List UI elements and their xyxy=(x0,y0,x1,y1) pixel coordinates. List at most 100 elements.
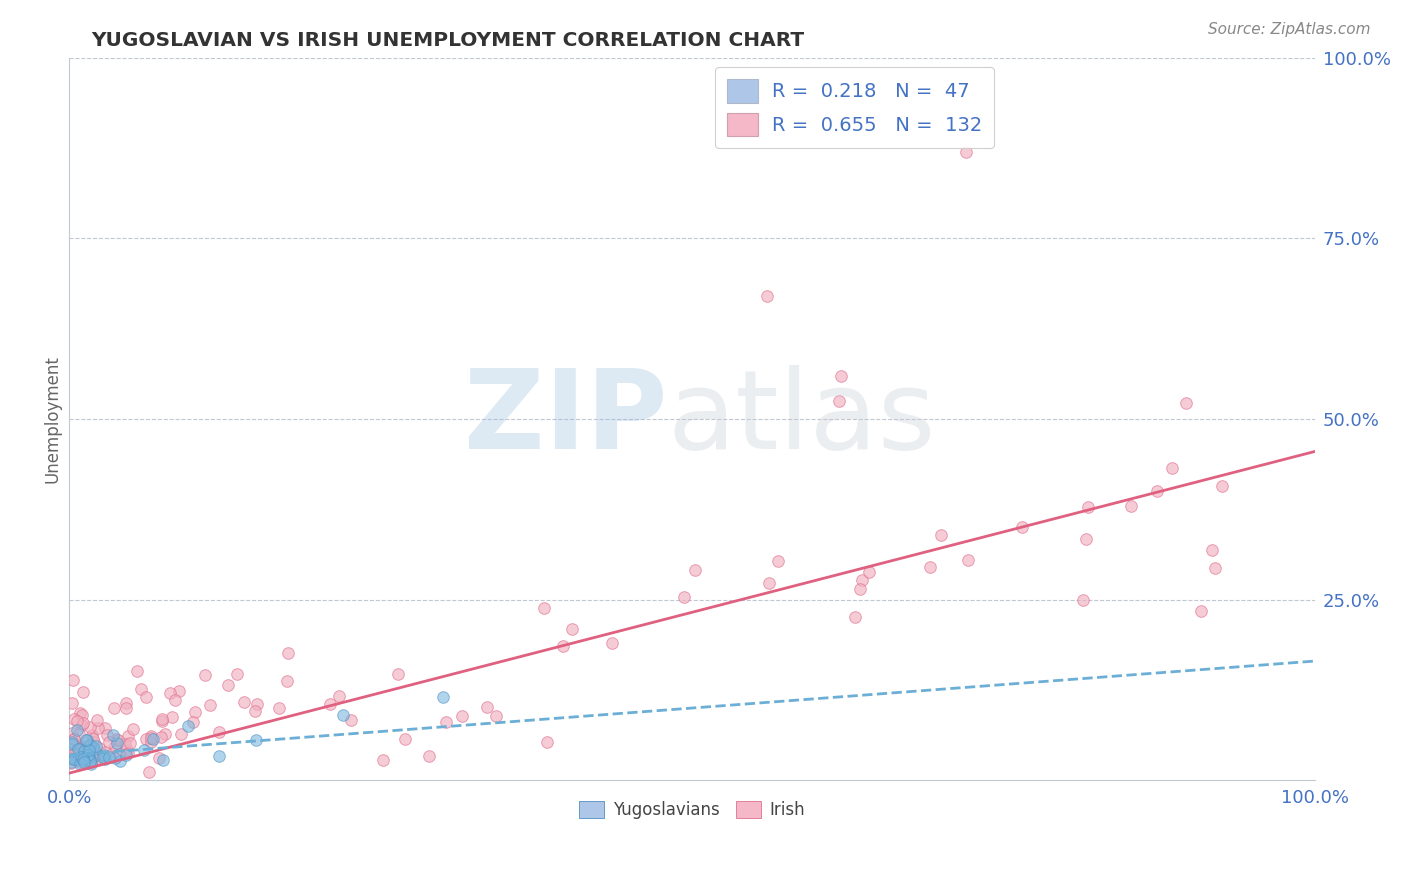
Point xyxy=(93,721,115,735)
Point xyxy=(177,719,200,733)
Point xyxy=(103,701,125,715)
Point xyxy=(77,753,100,767)
Point xyxy=(217,678,239,692)
Point xyxy=(148,751,170,765)
Point xyxy=(1201,543,1223,558)
Point xyxy=(108,754,131,768)
Point xyxy=(1189,604,1212,618)
Point xyxy=(434,714,457,729)
Point xyxy=(67,727,90,741)
Point xyxy=(80,756,103,771)
Point xyxy=(132,743,155,757)
Point xyxy=(225,667,247,681)
Point xyxy=(328,689,350,703)
Point xyxy=(73,756,96,770)
Point xyxy=(83,748,105,763)
Point xyxy=(276,673,298,688)
Point xyxy=(475,699,498,714)
Point xyxy=(1204,560,1226,574)
Point xyxy=(533,601,555,615)
Point xyxy=(117,746,139,760)
Point xyxy=(65,744,87,758)
Point xyxy=(94,752,117,766)
Point xyxy=(104,751,127,765)
Point xyxy=(858,565,880,579)
Text: atlas: atlas xyxy=(668,366,935,473)
Point xyxy=(70,748,93,763)
Point xyxy=(83,745,105,759)
Point xyxy=(114,737,136,751)
Point xyxy=(243,704,266,718)
Point xyxy=(957,553,980,567)
Point xyxy=(75,733,97,747)
Point xyxy=(59,756,82,770)
Point xyxy=(115,743,138,757)
Point xyxy=(72,715,94,730)
Point xyxy=(150,712,173,726)
Point xyxy=(59,756,82,770)
Point xyxy=(101,747,124,761)
Point xyxy=(536,735,558,749)
Point xyxy=(117,729,139,743)
Point xyxy=(76,733,98,747)
Point xyxy=(955,145,977,159)
Point xyxy=(73,744,96,758)
Point xyxy=(66,753,89,767)
Point xyxy=(94,745,117,759)
Point xyxy=(84,739,107,753)
Point xyxy=(70,739,93,754)
Point xyxy=(1211,478,1233,492)
Point xyxy=(150,714,173,728)
Point xyxy=(107,747,129,761)
Point xyxy=(87,721,110,735)
Point xyxy=(139,731,162,746)
Point xyxy=(162,710,184,724)
Point xyxy=(418,749,440,764)
Point xyxy=(80,743,103,757)
Point xyxy=(87,740,110,755)
Point xyxy=(332,708,354,723)
Point xyxy=(1074,533,1097,547)
Point xyxy=(59,751,82,765)
Point xyxy=(339,713,361,727)
Point xyxy=(77,743,100,757)
Point xyxy=(755,289,778,303)
Point xyxy=(432,690,454,705)
Point xyxy=(553,639,575,653)
Point xyxy=(120,736,142,750)
Point xyxy=(66,714,89,729)
Text: Source: ZipAtlas.com: Source: ZipAtlas.com xyxy=(1208,22,1371,37)
Point xyxy=(758,576,780,591)
Point xyxy=(233,695,256,709)
Point xyxy=(139,735,162,749)
Point xyxy=(89,748,111,763)
Point xyxy=(104,732,127,747)
Point xyxy=(82,747,104,762)
Point xyxy=(60,737,83,751)
Point xyxy=(67,740,90,755)
Point xyxy=(141,729,163,743)
Point xyxy=(80,755,103,769)
Point xyxy=(561,622,583,636)
Point xyxy=(80,751,103,765)
Point xyxy=(107,732,129,747)
Point xyxy=(848,582,870,596)
Point xyxy=(86,750,108,764)
Point xyxy=(79,720,101,734)
Point xyxy=(1011,520,1033,534)
Point xyxy=(485,709,508,723)
Text: ZIP: ZIP xyxy=(464,366,668,473)
Point xyxy=(135,690,157,704)
Point xyxy=(96,728,118,742)
Point xyxy=(70,750,93,764)
Text: YUGOSLAVIAN VS IRISH UNEMPLOYMENT CORRELATION CHART: YUGOSLAVIAN VS IRISH UNEMPLOYMENT CORREL… xyxy=(91,31,804,50)
Point xyxy=(62,712,84,726)
Point xyxy=(63,732,86,747)
Point xyxy=(83,742,105,756)
Point xyxy=(828,394,851,409)
Point xyxy=(65,739,87,753)
Point xyxy=(80,748,103,763)
Point xyxy=(246,697,269,711)
Point xyxy=(129,681,152,696)
Point xyxy=(66,741,89,756)
